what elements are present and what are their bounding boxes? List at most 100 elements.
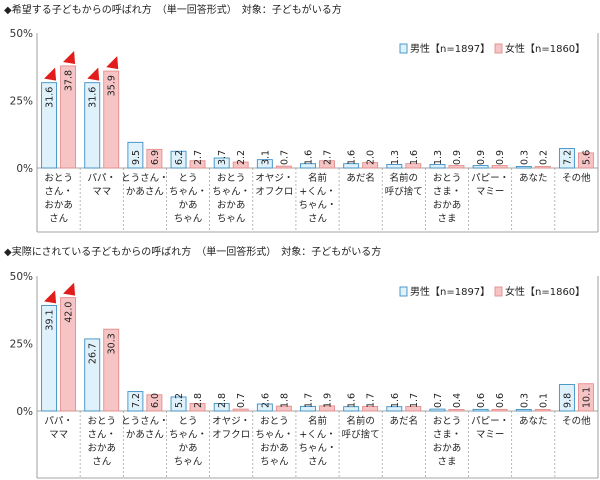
category-label: さん・ bbox=[44, 187, 73, 198]
category-label: その他 bbox=[562, 172, 591, 184]
value-label: 10.1 bbox=[581, 387, 592, 408]
bar-male bbox=[84, 338, 101, 412]
y-tick-label: 0% bbox=[16, 163, 33, 175]
bar-female bbox=[577, 383, 594, 412]
bar-female bbox=[491, 165, 508, 169]
category-label: かあ bbox=[179, 200, 198, 211]
category-label: おとう bbox=[260, 416, 289, 427]
category-label: おとう bbox=[433, 173, 462, 184]
category-label: ママ bbox=[92, 187, 111, 198]
value-label: 31.6 bbox=[45, 87, 56, 108]
bar-female bbox=[275, 405, 292, 412]
category-label: おかあ bbox=[44, 200, 73, 211]
category-label: 名前の bbox=[390, 172, 419, 184]
category-label: あだ名 bbox=[346, 172, 375, 184]
category-label: マミー bbox=[476, 430, 505, 441]
value-label: 0.2 bbox=[538, 150, 549, 165]
category-label: おとう bbox=[433, 416, 462, 427]
category-label: 呼び捨て bbox=[342, 429, 380, 441]
value-label: 5.6 bbox=[581, 150, 592, 165]
category-label: あだ名 bbox=[390, 415, 419, 427]
category-label: ちゃん bbox=[217, 214, 246, 225]
category-label: さま・ bbox=[433, 187, 462, 198]
bar-female bbox=[189, 160, 206, 169]
category-label: その他 bbox=[562, 415, 591, 427]
bar-male bbox=[472, 408, 489, 412]
value-label: 1.6 bbox=[347, 150, 358, 165]
category-label: 呼び捨て bbox=[385, 186, 423, 198]
bar-male bbox=[84, 82, 101, 169]
category-label: オヤジ・ bbox=[255, 173, 293, 184]
bar-female bbox=[103, 328, 120, 412]
category-label: おかあ bbox=[433, 200, 462, 211]
category-label: パピー・ bbox=[471, 173, 509, 184]
category-label: 名前 bbox=[308, 172, 327, 184]
value-label: 1.7 bbox=[304, 393, 315, 408]
category-label: さま bbox=[437, 214, 456, 225]
value-label: 1.7 bbox=[409, 393, 420, 408]
value-label: 0.3 bbox=[519, 393, 530, 408]
highlight-arrow bbox=[63, 282, 76, 296]
category-label: パパ・ bbox=[44, 416, 73, 427]
category-label: パパ・ bbox=[87, 173, 116, 184]
value-label: 0.6 bbox=[476, 393, 487, 408]
y-tick-label: 25% bbox=[10, 339, 33, 351]
category-label: とうさん・ bbox=[121, 173, 169, 184]
category-label: おかあ bbox=[260, 443, 289, 454]
category-label: ちゃん・ bbox=[169, 430, 207, 441]
category-label: さん bbox=[308, 214, 327, 225]
category-label: かあ bbox=[179, 443, 198, 454]
category-label: オフクロ bbox=[255, 187, 293, 198]
bar-female bbox=[275, 165, 292, 169]
y-tick-label: 25% bbox=[10, 96, 33, 108]
bar-male bbox=[213, 402, 230, 412]
category-label: おかあ bbox=[217, 200, 246, 211]
bar-female bbox=[60, 65, 77, 169]
bar-male bbox=[386, 406, 403, 412]
category-label: おとう bbox=[217, 173, 246, 184]
bar-female bbox=[534, 409, 551, 412]
bar-female bbox=[319, 405, 335, 412]
legend-label: 男性【n=1897】 bbox=[410, 285, 490, 298]
category-label: さん bbox=[92, 457, 111, 468]
category-label: さま bbox=[437, 457, 456, 468]
category-label: 名前 bbox=[308, 415, 327, 427]
value-label: 2.8 bbox=[217, 393, 228, 408]
value-label: 6.9 bbox=[150, 150, 161, 165]
category-label: とうさん・ bbox=[121, 416, 169, 427]
bar-male bbox=[558, 148, 575, 169]
value-label: 2.7 bbox=[323, 150, 334, 165]
value-label: 0.9 bbox=[476, 150, 487, 165]
value-label: 1.6 bbox=[390, 393, 401, 408]
value-label: 3.7 bbox=[217, 150, 228, 165]
legend-swatch bbox=[399, 286, 408, 297]
bar-female bbox=[534, 166, 551, 169]
value-label: 0.6 bbox=[495, 393, 506, 408]
highlight-arrow bbox=[44, 290, 57, 304]
bar-female bbox=[405, 163, 422, 169]
bar-male bbox=[127, 391, 144, 412]
category-label: かあさん bbox=[126, 430, 164, 441]
category-label: かあさん bbox=[126, 187, 164, 198]
legend-label: 男性【n=1897】 bbox=[410, 42, 490, 55]
category-label: おかあ bbox=[433, 443, 462, 454]
bar-male bbox=[256, 159, 273, 169]
category-label: ママ bbox=[49, 430, 68, 441]
value-label: 0.9 bbox=[495, 150, 506, 165]
bar-female bbox=[577, 152, 594, 169]
bar-male bbox=[300, 163, 316, 169]
category-label: あなた bbox=[519, 173, 548, 184]
y-tick-label: 0% bbox=[16, 406, 33, 418]
category-label: とう bbox=[179, 416, 198, 427]
category-label: +くん・ bbox=[299, 187, 335, 198]
category-label: 名前の bbox=[346, 415, 375, 427]
value-label: 0.1 bbox=[538, 393, 549, 408]
category-label: さん bbox=[49, 214, 68, 225]
bar-male bbox=[429, 164, 446, 169]
value-label: 2.8 bbox=[193, 393, 204, 408]
value-label: 1.6 bbox=[409, 150, 420, 165]
value-label: 0.9 bbox=[452, 150, 463, 165]
highlight-arrow bbox=[106, 56, 119, 70]
bar-female bbox=[448, 409, 465, 412]
bar-male bbox=[386, 164, 403, 169]
